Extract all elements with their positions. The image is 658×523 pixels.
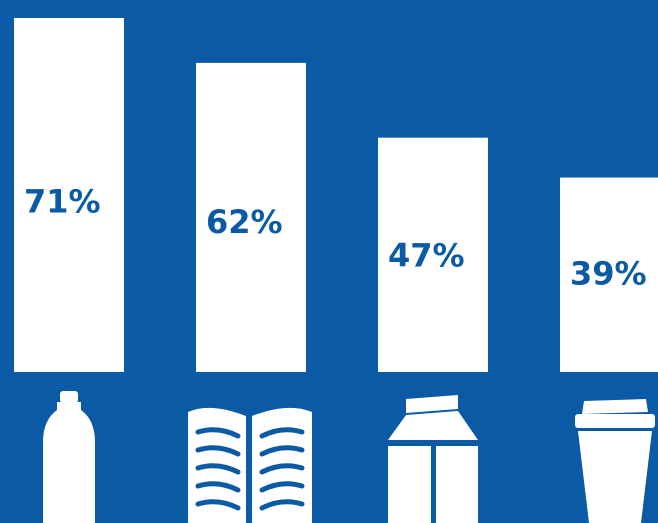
bar-newspaper-magazine [196,62,306,373]
labels-group: 71% 62% 47% 39% [24,183,647,293]
milk-carton-icon [388,395,478,523]
bar-milk-carton [378,137,488,372]
value-label-milk-carton: 47% [388,237,465,275]
bars-group [14,18,658,373]
value-label-coffee-cup: 39% [570,254,647,292]
open-book-icon [188,407,312,523]
bar-plastic-bottle [14,18,124,372]
coffee-cup-icon [575,399,655,523]
bar-coffee-cup [560,177,658,372]
icons-group [43,391,655,523]
value-label-plastic-bottle: 71% [24,183,101,221]
value-label-newspaper-magazine: 62% [206,203,283,241]
bottle-icon [43,391,95,523]
